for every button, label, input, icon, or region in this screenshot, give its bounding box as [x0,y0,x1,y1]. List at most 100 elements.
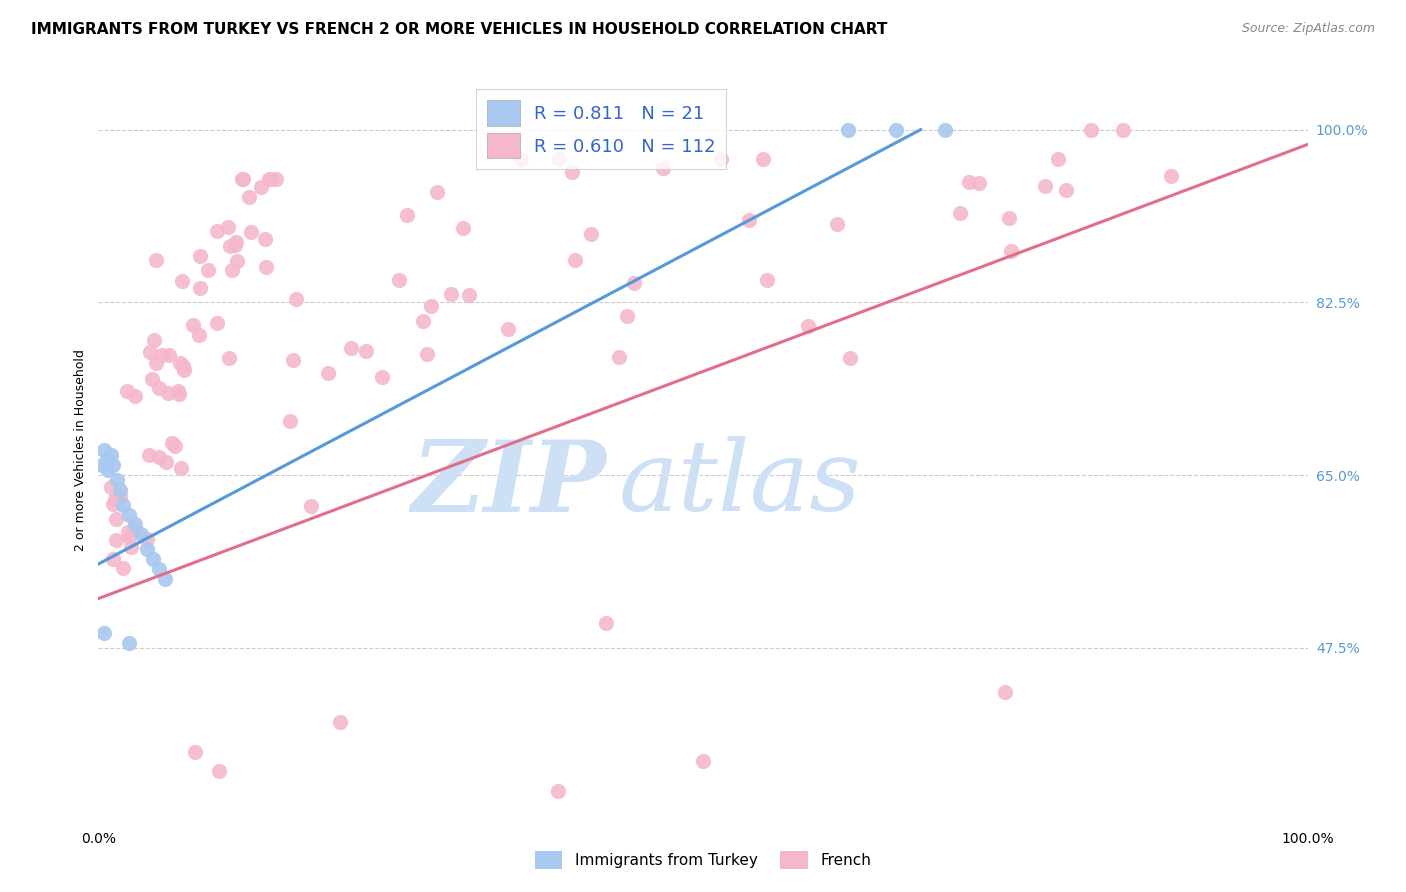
Point [547,784,569,798]
Point [197,262,219,277]
Point [299,500,322,514]
Point [188,327,211,342]
Point [259,172,281,186]
Point [264,172,287,186]
Point [232,172,254,186]
Point [105,512,128,526]
Point [755,273,778,287]
Point [157,348,180,362]
Point [100,480,122,494]
Point [103,491,125,506]
Point [388,272,411,286]
Point [250,180,273,194]
Point [509,153,531,167]
Point [1054,183,1077,197]
Point [142,333,165,347]
Point [692,755,714,769]
Point [208,764,231,779]
Point [548,153,571,167]
Point [370,369,392,384]
Point [115,384,138,399]
Point [934,122,956,136]
Point [257,172,280,186]
Point [170,461,193,475]
Point [173,363,195,377]
Point [112,561,135,575]
Point [651,161,673,176]
Point [607,350,630,364]
Point [225,254,247,268]
Point [221,263,243,277]
Point [97,463,120,477]
Point [949,206,972,220]
Point [108,483,131,497]
Point [440,286,463,301]
Point [825,217,848,231]
Point [451,221,474,235]
Point [329,714,352,729]
Point [188,281,211,295]
Point [1160,169,1182,183]
Point [103,497,125,511]
Point [139,345,162,359]
Point [184,745,207,759]
Point [91,458,114,473]
Point [278,414,301,428]
Point [118,508,141,522]
Point [167,386,190,401]
Point [420,300,443,314]
Point [231,172,253,186]
Point [163,439,186,453]
Point [150,348,173,362]
Point [142,552,165,566]
Point [623,276,645,290]
Point [997,211,1019,225]
Point [124,517,146,532]
Point [96,453,118,467]
Point [129,527,152,541]
Point [141,372,163,386]
Point [160,436,183,450]
Point [579,227,602,241]
Point [426,185,449,199]
Text: ZIP: ZIP [412,435,606,532]
Point [738,212,761,227]
Point [254,232,277,246]
Point [181,318,204,332]
Point [138,448,160,462]
Point [595,616,617,631]
Point [118,636,141,650]
Point [169,356,191,370]
Point [412,313,434,327]
Text: Source: ZipAtlas.com: Source: ZipAtlas.com [1241,22,1375,36]
Point [108,489,131,503]
Point [218,238,240,252]
Point [316,366,339,380]
Point [224,237,246,252]
Point [135,533,157,547]
Point [354,343,377,358]
Point [340,341,363,355]
Point [839,351,862,365]
Point [145,356,167,370]
Point [225,235,247,249]
Point [240,225,263,239]
Point [118,530,141,544]
Point [104,533,127,547]
Point [1112,122,1135,136]
Point [205,224,228,238]
Point [751,153,773,167]
Point [458,288,481,302]
Point [797,318,820,333]
Point [837,122,859,136]
Point [105,473,128,487]
Text: IMMIGRANTS FROM TURKEY VS FRENCH 2 OR MORE VEHICLES IN HOUSEHOLD CORRELATION CHA: IMMIGRANTS FROM TURKEY VS FRENCH 2 OR MO… [31,22,887,37]
Point [148,450,170,464]
Point [124,388,146,402]
Point [218,351,240,365]
Point [254,260,277,274]
Point [1046,152,1069,166]
Legend: R = 0.811   N = 21, R = 0.610   N = 112: R = 0.811 N = 21, R = 0.610 N = 112 [477,89,727,169]
Point [153,572,176,586]
Point [93,626,115,640]
